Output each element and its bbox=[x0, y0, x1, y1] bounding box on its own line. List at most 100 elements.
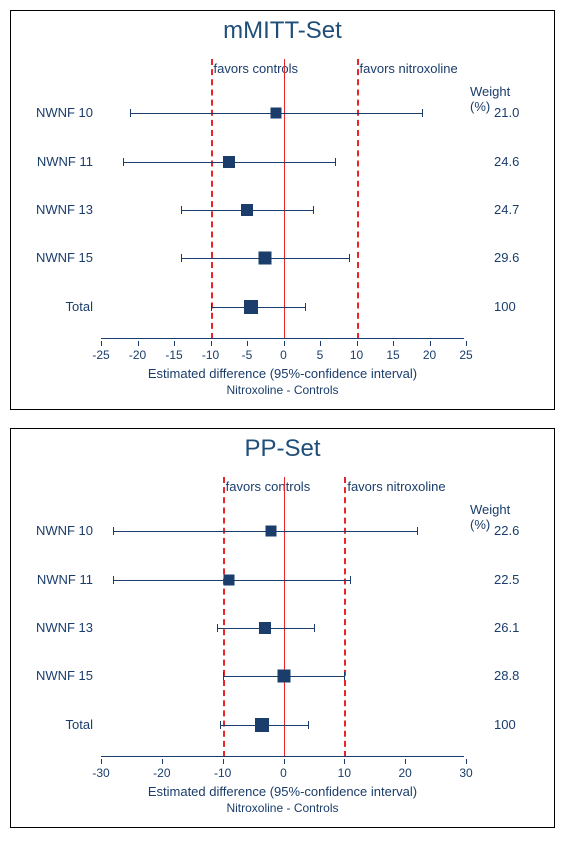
ci-cap bbox=[123, 158, 124, 166]
weight-value: 21.0 bbox=[494, 105, 519, 120]
x-tick bbox=[138, 341, 139, 346]
x-tick-label: 5 bbox=[317, 348, 324, 362]
x-tick-label: 15 bbox=[386, 348, 399, 362]
row-label: NWNF 11 bbox=[13, 154, 93, 169]
forest-plot-panel: PP-Set favors controlsfavors nitroxolineW… bbox=[10, 428, 555, 828]
x-tick bbox=[393, 341, 394, 346]
ref-line-dashed bbox=[211, 59, 213, 339]
weight-value: 22.6 bbox=[494, 523, 519, 538]
ci-cap bbox=[422, 109, 423, 117]
ci-cap bbox=[335, 158, 336, 166]
ci-cap bbox=[181, 254, 182, 262]
x-tick-label: -5 bbox=[242, 348, 253, 362]
row-label: Total bbox=[13, 299, 93, 314]
ref-line-dashed bbox=[357, 59, 359, 339]
x-tick bbox=[320, 341, 321, 346]
favors-nitroxoline-label: favors nitroxoline bbox=[347, 479, 445, 494]
favors-nitroxoline-label: favors nitroxoline bbox=[360, 61, 458, 76]
ci-line bbox=[211, 307, 306, 308]
ci-cap bbox=[313, 206, 314, 214]
x-axis-subtitle: Nitroxoline - Controls bbox=[101, 383, 464, 397]
x-tick-label: 10 bbox=[338, 766, 351, 780]
point-estimate-marker bbox=[277, 670, 290, 683]
point-estimate-marker bbox=[255, 718, 269, 732]
x-tick bbox=[357, 341, 358, 346]
ci-cap bbox=[220, 721, 221, 729]
x-axis-subtitle: Nitroxoline - Controls bbox=[101, 801, 464, 815]
weight-value: 100 bbox=[494, 717, 516, 732]
x-tick-label: -10 bbox=[214, 766, 231, 780]
row-label: NWNF 10 bbox=[13, 105, 93, 120]
ci-cap bbox=[308, 721, 309, 729]
x-tick bbox=[174, 341, 175, 346]
x-tick bbox=[430, 341, 431, 346]
point-estimate-marker bbox=[223, 574, 234, 585]
x-tick bbox=[162, 759, 163, 764]
weight-value: 22.5 bbox=[494, 572, 519, 587]
x-tick-label: 25 bbox=[459, 348, 472, 362]
x-tick bbox=[284, 759, 285, 764]
x-tick-label: -20 bbox=[129, 348, 146, 362]
x-tick-label: -20 bbox=[153, 766, 170, 780]
x-tick-label: -10 bbox=[202, 348, 219, 362]
point-estimate-marker bbox=[266, 526, 277, 537]
x-axis bbox=[101, 338, 464, 339]
forest-plot-panel: mMITT-Set favors controlsfavors nitroxoli… bbox=[10, 10, 555, 410]
row-label: NWNF 10 bbox=[13, 523, 93, 538]
x-tick-label: 0 bbox=[280, 766, 287, 780]
ci-cap bbox=[344, 672, 345, 680]
x-tick bbox=[284, 341, 285, 346]
ci-cap bbox=[217, 624, 218, 632]
x-tick bbox=[344, 759, 345, 764]
ref-line-zero bbox=[284, 59, 285, 339]
x-tick-label: 30 bbox=[459, 766, 472, 780]
ci-cap bbox=[113, 527, 114, 535]
x-axis-title: Estimated difference (95%-confidence int… bbox=[101, 784, 464, 799]
x-axis bbox=[101, 756, 464, 757]
row-label: NWNF 15 bbox=[13, 668, 93, 683]
plot-area: favors controlsfavors nitroxolineWeight … bbox=[101, 59, 464, 339]
x-tick-label: 20 bbox=[398, 766, 411, 780]
ci-cap bbox=[130, 109, 131, 117]
x-tick bbox=[247, 341, 248, 346]
ci-cap bbox=[113, 576, 114, 584]
row-label: NWNF 11 bbox=[13, 572, 93, 587]
weight-value: 100 bbox=[494, 299, 516, 314]
weight-value: 29.6 bbox=[494, 250, 519, 265]
x-tick-label: 10 bbox=[350, 348, 363, 362]
x-axis-title: Estimated difference (95%-confidence int… bbox=[101, 366, 464, 381]
row-label: NWNF 15 bbox=[13, 250, 93, 265]
ci-cap bbox=[211, 303, 212, 311]
x-tick bbox=[211, 341, 212, 346]
ref-line-dashed bbox=[223, 477, 225, 757]
x-tick-label: 20 bbox=[423, 348, 436, 362]
ci-cap bbox=[349, 254, 350, 262]
weight-value: 26.1 bbox=[494, 620, 519, 635]
point-estimate-marker bbox=[259, 622, 271, 634]
point-estimate-marker bbox=[259, 252, 272, 265]
ci-cap bbox=[350, 576, 351, 584]
x-tick-label: 0 bbox=[280, 348, 287, 362]
row-label: NWNF 13 bbox=[13, 202, 93, 217]
x-tick-label: -25 bbox=[92, 348, 109, 362]
ref-line-zero bbox=[284, 477, 285, 757]
point-estimate-marker bbox=[241, 204, 253, 216]
chart-title: PP-Set bbox=[11, 435, 554, 463]
x-tick-label: -15 bbox=[165, 348, 182, 362]
chart-title: mMITT-Set bbox=[11, 17, 554, 45]
plot-area: favors controlsfavors nitroxolineWeight … bbox=[101, 477, 464, 757]
weight-value: 28.8 bbox=[494, 668, 519, 683]
x-tick bbox=[101, 759, 102, 764]
x-tick bbox=[466, 341, 467, 346]
ci-cap bbox=[223, 672, 224, 680]
weight-value: 24.7 bbox=[494, 202, 519, 217]
x-tick bbox=[223, 759, 224, 764]
ci-cap bbox=[181, 206, 182, 214]
ci-cap bbox=[305, 303, 306, 311]
x-tick-label: -30 bbox=[92, 766, 109, 780]
ref-line-dashed bbox=[344, 477, 346, 757]
weight-value: 24.6 bbox=[494, 154, 519, 169]
x-tick bbox=[405, 759, 406, 764]
point-estimate-marker bbox=[271, 108, 282, 119]
point-estimate-marker bbox=[223, 156, 235, 168]
